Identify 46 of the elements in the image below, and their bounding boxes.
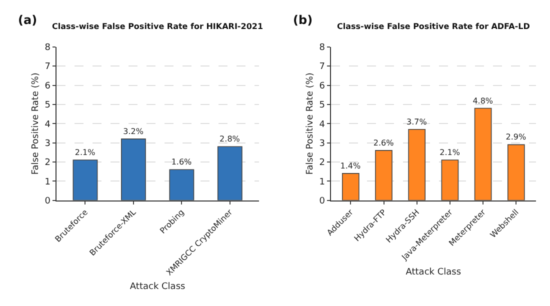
bar [408,128,426,200]
bar [121,138,146,200]
bar [169,169,194,200]
bar [217,146,242,200]
bar [441,160,459,200]
y-tick-label: 6 [319,81,326,92]
bar [507,144,525,200]
y-tick-label: 2 [44,158,51,168]
chart-title: Class-wise False Positive Rate for ADFA-LD [337,22,530,31]
y-axis-title: False Positive Rate (%) [31,72,42,175]
y-tick-label: 4 [44,120,51,130]
y-tick-label: 1 [319,177,325,188]
bar [375,150,392,200]
y-tick-label: 3 [44,138,51,149]
x-axis-title: Attack Class [130,282,186,292]
y-tick-label: 7 [44,62,51,72]
chart-title: Class-wise False Positive Rate for HIKARI-2021 [52,22,264,31]
y-tick-label: 4 [319,120,326,130]
data-label: 2.1% [74,148,96,158]
y-tick-label: 0 [44,196,51,206]
y-tick-label: 2 [319,158,325,168]
y-axis-title: False Positive Rate (%) [306,72,316,175]
bar [474,108,492,200]
data-label: 2.9% [506,132,527,142]
y-tick-label: 6 [44,81,51,92]
data-label: 3.7% [406,117,428,126]
text: (a) [18,13,38,27]
y-tick-label: 3 [319,138,325,149]
y-tick-label: 0 [319,196,326,206]
y-tick-label: 1 [44,177,51,188]
y-tick-label: 8 [319,43,326,54]
data-label: 2.6% [373,138,394,148]
data-label: 2.8% [220,134,240,144]
data-label: 1.4% [340,161,362,170]
y-tick-label: 7 [319,62,325,72]
data-label: 4.8% [472,96,494,106]
y-tick-label: 5 [44,100,51,111]
data-label: 3.2% [123,126,144,136]
y-tick-label: 8 [44,43,51,54]
data-label: 1.6% [171,158,192,167]
bar [342,173,360,200]
y-tick-label: 5 [319,100,325,111]
text: (b) [293,13,313,27]
x-axis-title: Attack Class [406,267,462,278]
bar [72,160,98,200]
data-label: 2.1% [440,148,460,158]
